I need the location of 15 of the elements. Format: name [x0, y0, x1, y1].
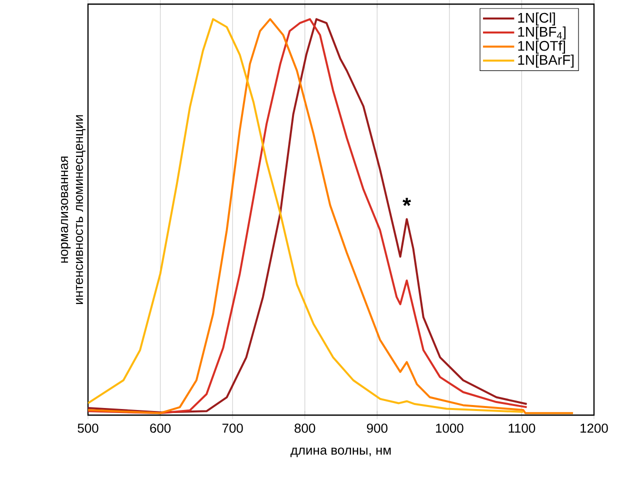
legend-label: 1N[BArF] — [518, 54, 574, 68]
x-axis-title: длина волны, нм — [290, 448, 391, 458]
x-tick-label: 1000 — [436, 424, 464, 433]
x-tick-label: 1100 — [508, 424, 536, 433]
legend-label: 1N[OTf] — [518, 40, 566, 54]
x-tick-label: 900 — [366, 424, 388, 433]
x-tick-label: 500 — [78, 424, 98, 433]
x-tick-label: 800 — [294, 424, 316, 433]
annotation: * — [402, 198, 412, 206]
y-axis-title: нормализованная интенсивность люминесценции — [60, 115, 86, 304]
legend-label: 1N[Cl] — [518, 12, 555, 26]
x-tick-label: 600 — [150, 424, 171, 433]
x-tick-label: 1200 — [580, 424, 608, 433]
x-tick-label: 700 — [222, 424, 243, 433]
legend-label: 1N[BF$_{4}$] — [518, 26, 566, 40]
